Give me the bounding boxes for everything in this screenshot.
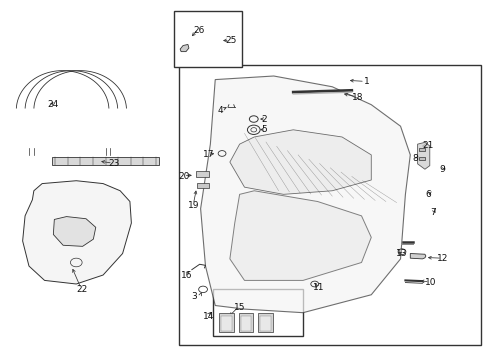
Bar	[196, 183, 208, 188]
Bar	[219, 313, 233, 332]
Text: 16: 16	[181, 270, 192, 279]
Text: 2: 2	[261, 114, 266, 123]
Text: 3: 3	[190, 292, 196, 301]
Text: 13: 13	[395, 249, 407, 258]
Bar	[178, 65, 480, 345]
Polygon shape	[53, 217, 96, 246]
Bar	[52, 157, 159, 165]
Text: 15: 15	[233, 303, 245, 312]
Text: 26: 26	[193, 26, 204, 35]
Polygon shape	[200, 76, 409, 313]
Bar	[212, 289, 303, 336]
Text: 6: 6	[424, 190, 430, 199]
Polygon shape	[417, 142, 429, 169]
Bar	[240, 316, 251, 330]
Polygon shape	[409, 253, 425, 259]
Text: 19: 19	[188, 201, 200, 210]
Text: 12: 12	[436, 255, 447, 264]
Text: 7: 7	[429, 208, 435, 217]
Polygon shape	[229, 130, 370, 194]
Bar	[418, 157, 425, 160]
Bar	[238, 313, 253, 332]
Text: 22: 22	[76, 285, 87, 294]
Text: 20: 20	[178, 172, 190, 181]
Bar	[173, 12, 242, 67]
Text: 24: 24	[47, 100, 58, 109]
Text: 21: 21	[422, 141, 433, 150]
Bar	[221, 316, 231, 330]
Text: 14: 14	[203, 312, 214, 321]
Polygon shape	[180, 44, 188, 51]
Polygon shape	[229, 191, 370, 280]
Text: 4: 4	[217, 105, 223, 114]
Bar	[418, 148, 425, 151]
Bar	[260, 316, 270, 330]
Text: 5: 5	[261, 125, 267, 134]
Bar	[258, 313, 272, 332]
Text: 18: 18	[351, 93, 363, 102]
Bar	[195, 171, 209, 177]
Text: 25: 25	[224, 36, 236, 45]
Text: 9: 9	[439, 165, 445, 174]
Text: 1: 1	[363, 77, 369, 86]
Polygon shape	[22, 181, 131, 284]
Text: 10: 10	[424, 278, 435, 287]
Text: 8: 8	[412, 154, 418, 163]
Text: 11: 11	[312, 283, 324, 292]
Text: 23: 23	[108, 159, 119, 168]
Text: 17: 17	[203, 150, 214, 159]
